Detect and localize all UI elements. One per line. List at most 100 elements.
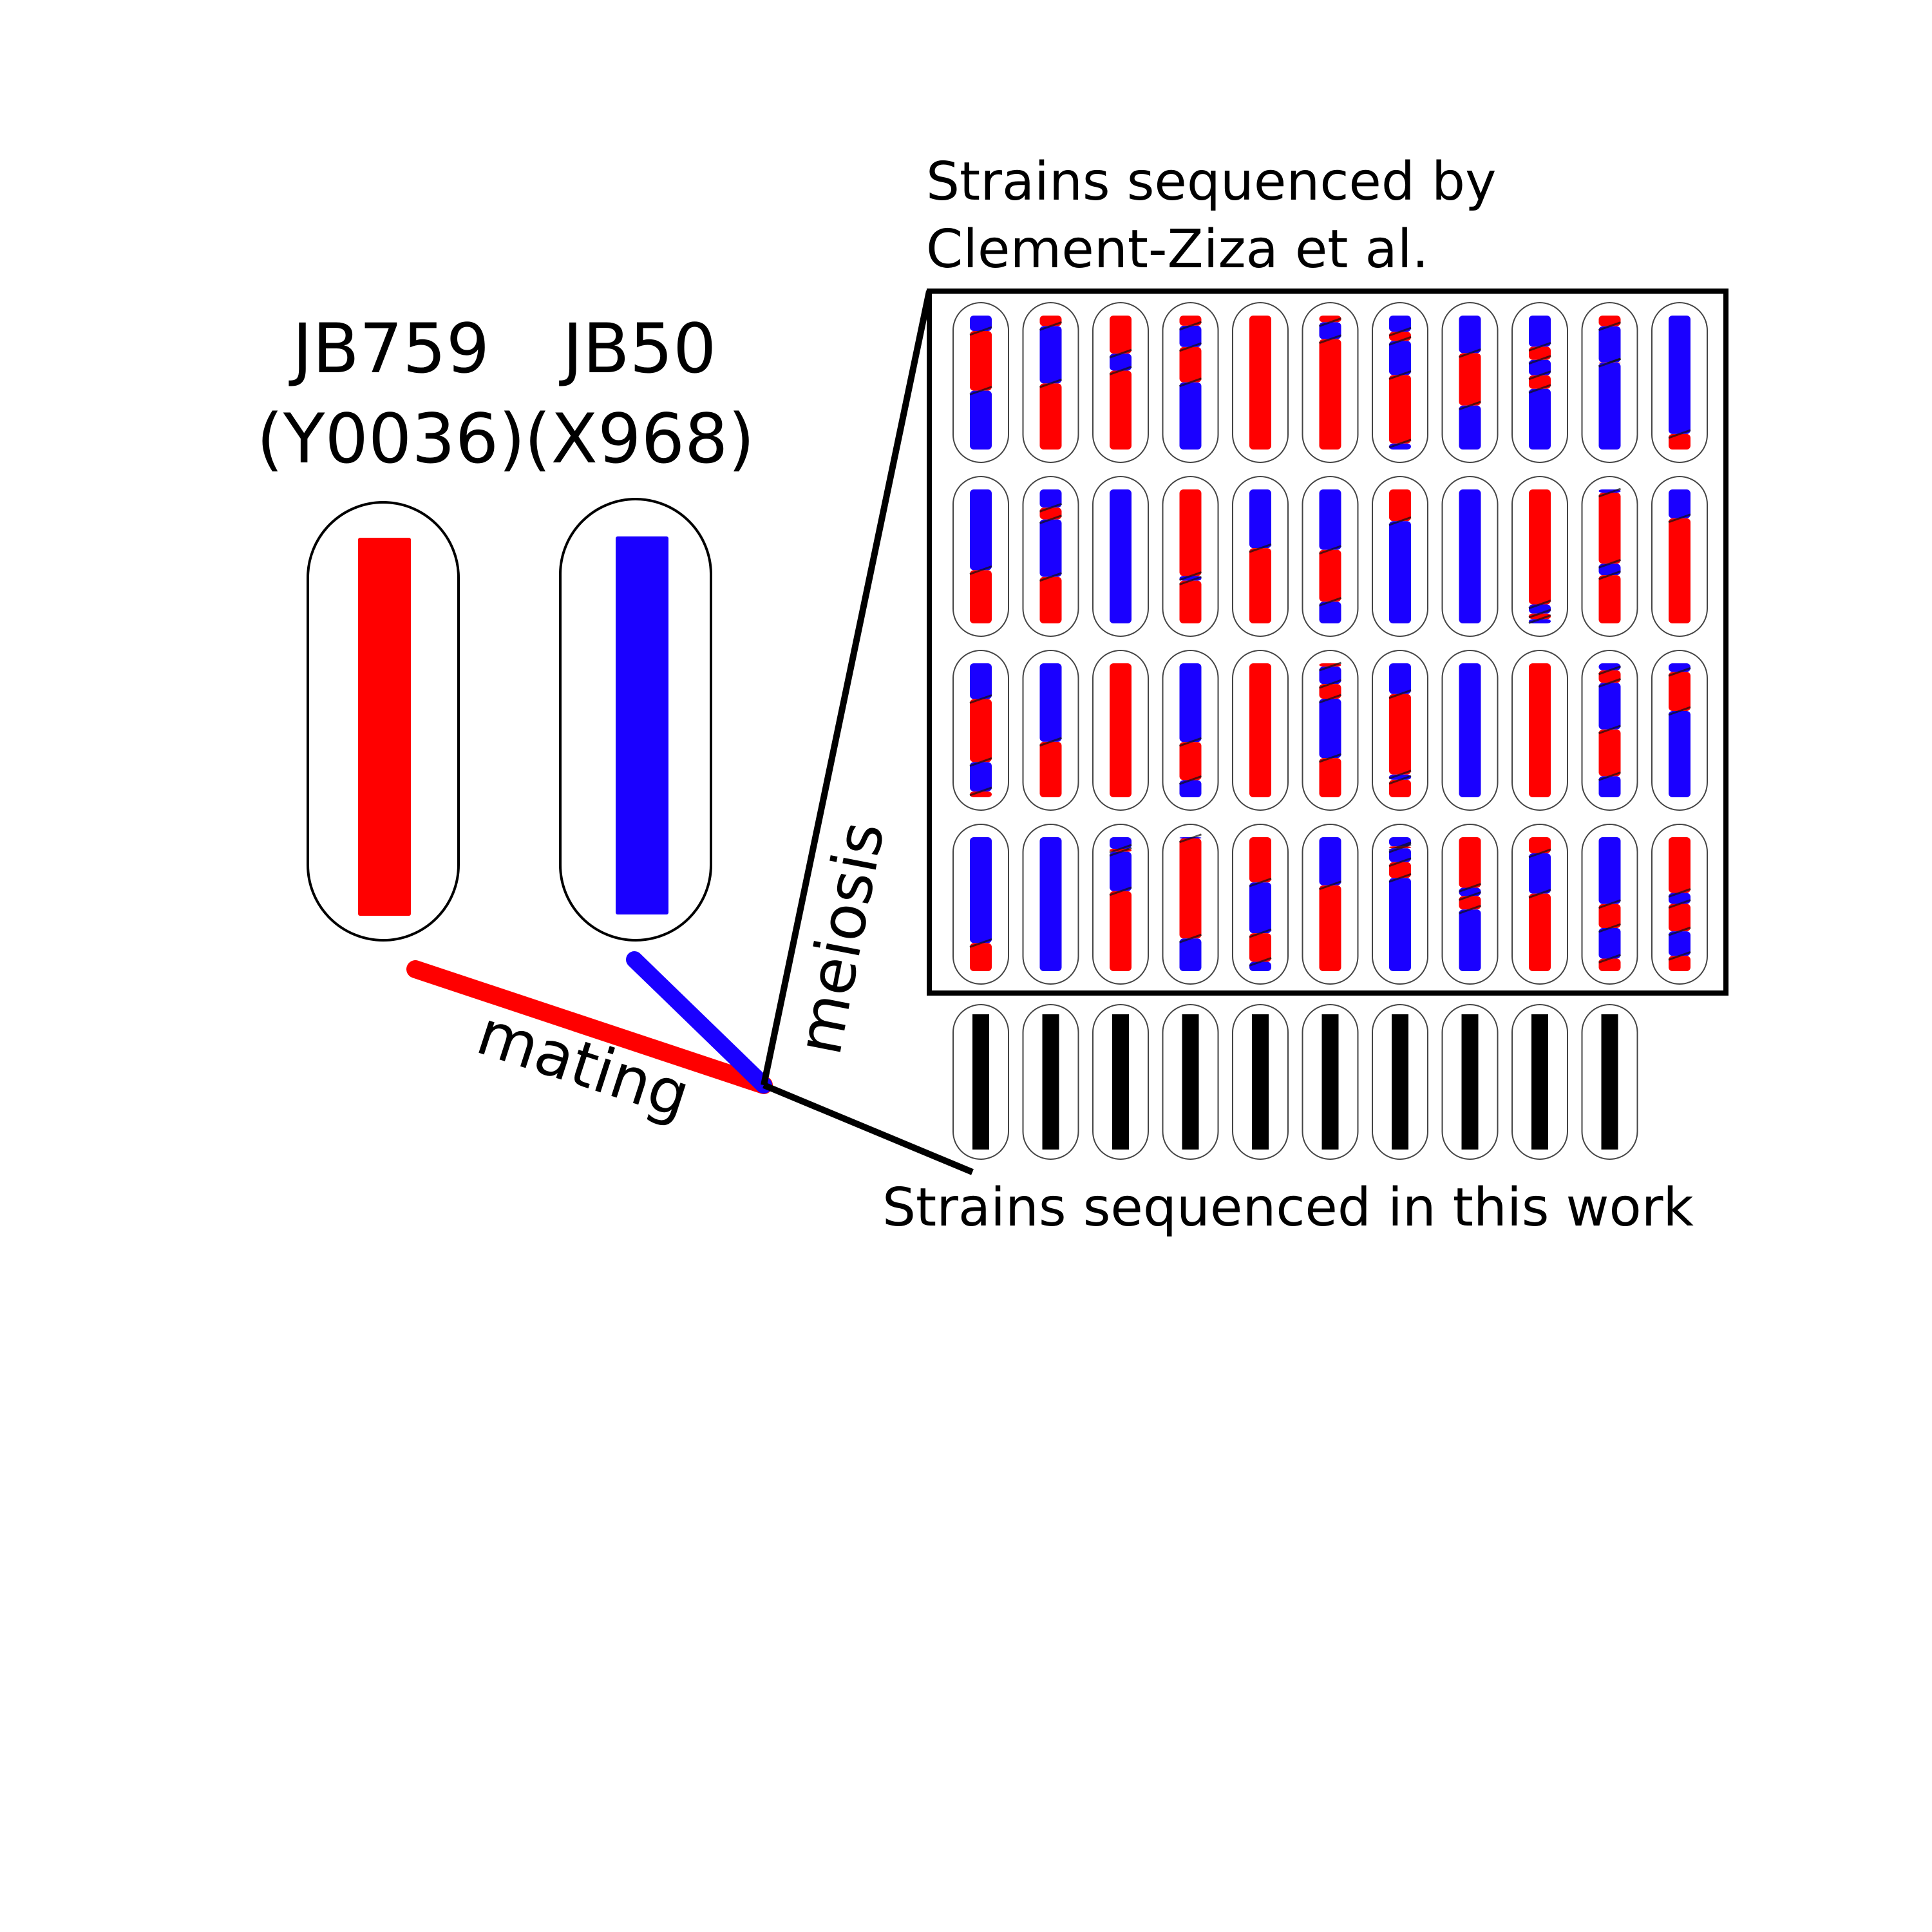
segregant-chromosome-icon [1598, 904, 1621, 929]
segregant-cell [1302, 650, 1359, 811]
segregant-chromosome-icon [1110, 370, 1132, 450]
segregant-chromosome-icon [1459, 896, 1481, 910]
parent-a-cell [307, 501, 460, 942]
segregant-cell [1581, 650, 1638, 811]
segregant-cell [1232, 476, 1289, 637]
segregant-chromosome-icon [970, 699, 992, 762]
this-work-label: Strains sequenced in this work [882, 1177, 1694, 1238]
segregant-chromosome-icon [1319, 758, 1341, 797]
segregant-cell [1441, 476, 1499, 637]
segregant-chromosome-icon [1039, 663, 1062, 742]
segregant-chromosome-icon [1249, 933, 1271, 962]
segregant-cell [1302, 476, 1359, 637]
segregant-chromosome-icon [1319, 837, 1341, 886]
new-strains-row [952, 1004, 1638, 1160]
segregant-cell [1232, 824, 1289, 985]
segregant-chromosome-icon [1179, 663, 1202, 743]
segregant-chromosome-icon [1319, 489, 1341, 550]
segregant-chromosome-icon [1598, 729, 1621, 777]
segregant-chromosome-icon [1389, 878, 1411, 971]
segregant-chromosome-icon [1669, 956, 1690, 971]
new-strain-cell [1092, 1004, 1149, 1160]
new-strain-chromosome-icon [1392, 1014, 1408, 1150]
segregant-chromosome-icon [1669, 904, 1690, 932]
segregant-chromosome-icon [1669, 931, 1690, 956]
segregant-chromosome-icon [1529, 837, 1551, 854]
new-strain-chromosome-icon [1252, 1014, 1269, 1150]
segregant-cell [1372, 824, 1428, 985]
parent-b-chromosome [616, 536, 668, 914]
new-strain-chromosome-icon [1461, 1014, 1479, 1150]
segregant-chromosome-icon [1249, 882, 1271, 934]
segregant-chromosome-icon [1389, 375, 1411, 444]
new-strain-cell [952, 1004, 1009, 1160]
segregant-chromosome-icon [1529, 316, 1551, 347]
meiosis-line [761, 290, 933, 1086]
new-strain-chromosome-icon [1531, 1014, 1548, 1150]
segregant-chromosome-icon [1459, 887, 1481, 896]
segregant-chromosome-icon [970, 316, 992, 332]
segregant-cell [1372, 476, 1428, 637]
segregant-chromosome-icon [1110, 354, 1132, 371]
new-strain-chromosome-icon [1042, 1014, 1059, 1150]
segregant-chromosome-icon [1179, 325, 1202, 347]
meiosis-label: meiosis [783, 816, 899, 1060]
segregant-cell [952, 650, 1009, 811]
segregant-chromosome-icon [1598, 326, 1621, 363]
clement-heading-line2: Clement-Ziza et al. [926, 219, 1429, 280]
segregant-cell [1441, 650, 1499, 811]
segregant-chromosome-icon [1669, 489, 1690, 518]
segregant-cell [1651, 824, 1708, 985]
segregant-chromosome-icon [1039, 837, 1062, 971]
segregant-chromosome-icon [1669, 518, 1690, 623]
segregant-chromosome-icon [1459, 316, 1481, 354]
segregant-cell [1092, 650, 1149, 811]
segregant-chromosome-icon [1110, 663, 1132, 797]
segregant-chromosome-icon [1598, 670, 1621, 683]
segregant-chromosome-icon [1179, 742, 1202, 781]
segregant-chromosome-icon [1110, 489, 1132, 623]
segregant-cell [1441, 824, 1499, 985]
segregant-chromosome-icon [1389, 779, 1411, 797]
segregant-chromosome-icon [1389, 862, 1411, 878]
new-strain-cell [1022, 1004, 1079, 1160]
segregant-cell [1162, 824, 1219, 985]
segregant-chromosome-icon [1459, 353, 1481, 406]
new-strain-cell [1511, 1004, 1568, 1160]
segregant-chromosome-icon [1249, 837, 1271, 883]
segregant-chromosome-icon [1110, 851, 1132, 891]
segregant-chromosome-icon [1669, 837, 1690, 893]
segregant-chromosome-icon [1319, 885, 1341, 971]
segregant-chromosome-icon [1249, 489, 1271, 549]
segregant-chromosome-icon [970, 943, 992, 971]
segregant-chromosome-icon [1319, 601, 1341, 623]
new-strain-chromosome-icon [1321, 1014, 1339, 1150]
segregant-chromosome-icon [1179, 346, 1202, 383]
new-strain-cell [1232, 1004, 1289, 1160]
segregant-cell [1581, 476, 1638, 637]
segregant-chromosome-icon [1110, 891, 1132, 971]
segregant-chromosome-icon [1179, 780, 1202, 797]
segregant-chromosome-icon [1669, 433, 1690, 450]
segregant-chromosome-icon [1598, 958, 1621, 971]
segregant-chromosome-icon [1179, 382, 1202, 450]
segregant-chromosome-icon [1179, 316, 1202, 326]
parent-b-alias: (X968) [524, 399, 755, 478]
segregant-cell [1511, 650, 1568, 811]
segregant-chromosome-icon [1179, 838, 1202, 939]
segregant-chromosome-icon [1179, 938, 1202, 971]
segregant-chromosome-icon [1598, 837, 1621, 904]
segregant-cell [1092, 476, 1149, 637]
segregant-chromosome-icon [1249, 663, 1271, 797]
segregant-cell [1022, 824, 1079, 985]
segregant-chromosome-icon [970, 390, 992, 450]
segregant-chromosome-icon [1039, 383, 1062, 450]
new-strain-cell [1162, 1004, 1219, 1160]
segregant-chromosome-icon [970, 489, 992, 571]
new-strain-chromosome-icon [972, 1014, 989, 1150]
segregant-cell [1162, 302, 1219, 463]
segregant-chromosome-icon [1598, 683, 1621, 730]
segregant-cell [1651, 476, 1708, 637]
segregant-chromosome-icon [1319, 339, 1341, 450]
segregant-chromosome-icon [1319, 684, 1341, 699]
